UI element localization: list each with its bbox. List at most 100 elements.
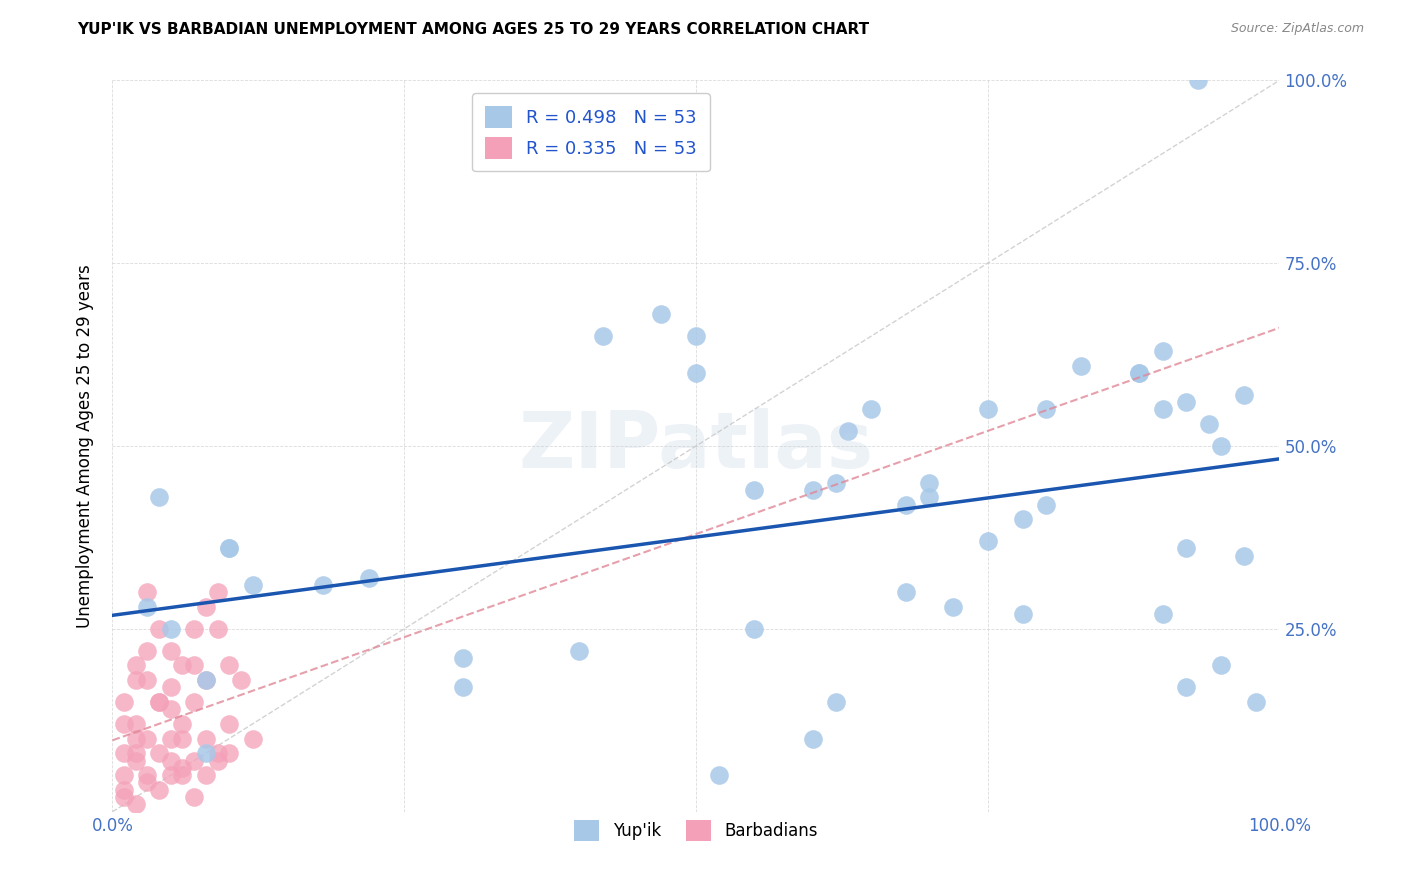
Point (207, 754, 229, 768)
Point (1198, 417, 1220, 431)
Point (976, 402, 998, 417)
Point (1175, 541, 1198, 556)
Point (183, 622, 205, 636)
Point (183, 658, 205, 673)
Point (136, 599, 159, 614)
Point (148, 695, 170, 709)
Point (172, 717, 194, 731)
Point (1209, 658, 1232, 673)
Point (1209, 439, 1232, 453)
Point (125, 673, 148, 687)
Point (1035, 498, 1057, 512)
Point (136, 585, 159, 599)
Point (1035, 402, 1057, 417)
Point (136, 775, 159, 789)
Point (242, 731, 264, 746)
Point (194, 746, 217, 760)
Point (112, 717, 135, 731)
Point (207, 746, 229, 760)
Point (1152, 607, 1174, 622)
Point (1128, 366, 1150, 380)
Point (1244, 695, 1267, 709)
Point (160, 768, 183, 782)
Point (311, 578, 333, 592)
Point (207, 622, 229, 636)
Point (1152, 402, 1174, 417)
Point (194, 768, 217, 782)
Point (451, 651, 474, 665)
Point (148, 782, 170, 797)
Point (194, 731, 217, 746)
Point (112, 790, 135, 805)
Point (125, 754, 148, 768)
Point (194, 599, 217, 614)
Point (825, 695, 848, 709)
Point (918, 490, 941, 504)
Point (136, 731, 159, 746)
Point (183, 695, 205, 709)
Text: YUP'IK VS BARBADIAN UNEMPLOYMENT AMONG AGES 25 TO 29 YEARS CORRELATION CHART: YUP'IK VS BARBADIAN UNEMPLOYMENT AMONG A… (77, 22, 869, 37)
Text: Source: ZipAtlas.com: Source: ZipAtlas.com (1230, 22, 1364, 36)
Point (218, 658, 240, 673)
Point (1187, 73, 1209, 87)
Point (229, 673, 252, 687)
Point (1070, 359, 1092, 373)
Point (136, 644, 159, 658)
Point (1011, 607, 1033, 622)
Point (160, 681, 183, 695)
Point (148, 490, 170, 504)
Legend: Yup'ik, Barbadians: Yup'ik, Barbadians (568, 814, 824, 847)
Point (125, 797, 148, 812)
Point (207, 585, 229, 599)
Point (136, 673, 159, 687)
Point (942, 599, 965, 614)
Point (136, 768, 159, 782)
Point (825, 475, 848, 490)
Point (1175, 395, 1198, 409)
Point (125, 658, 148, 673)
Point (744, 483, 766, 497)
Point (125, 746, 148, 760)
Point (112, 746, 135, 760)
Point (172, 731, 194, 746)
Point (218, 541, 240, 556)
Point (218, 541, 240, 556)
Point (160, 731, 183, 746)
Point (837, 425, 859, 439)
Point (183, 790, 205, 805)
Point (148, 746, 170, 760)
Point (568, 644, 591, 658)
Point (709, 768, 731, 782)
Point (1011, 512, 1033, 526)
Point (125, 731, 148, 746)
Point (894, 498, 917, 512)
Point (650, 307, 672, 321)
Point (801, 731, 824, 746)
Point (592, 329, 614, 343)
Point (894, 585, 917, 599)
Point (218, 746, 240, 760)
Text: ZIPatlas: ZIPatlas (519, 408, 873, 484)
Point (685, 329, 707, 343)
Y-axis label: Unemployment Among Ages 25 to 29 years: Unemployment Among Ages 25 to 29 years (76, 264, 94, 628)
Point (112, 768, 135, 782)
Point (1175, 681, 1198, 695)
Point (125, 717, 148, 731)
Point (1233, 549, 1256, 563)
Point (918, 475, 941, 490)
Point (976, 534, 998, 549)
Point (112, 695, 135, 709)
Point (801, 483, 824, 497)
Point (160, 622, 183, 636)
Point (160, 644, 183, 658)
Point (744, 622, 766, 636)
Point (685, 366, 707, 380)
Point (860, 402, 883, 417)
Point (1233, 388, 1256, 402)
Point (242, 578, 264, 592)
Point (172, 761, 194, 775)
Point (160, 702, 183, 716)
Point (194, 673, 217, 687)
Point (160, 754, 183, 768)
Point (359, 571, 381, 585)
